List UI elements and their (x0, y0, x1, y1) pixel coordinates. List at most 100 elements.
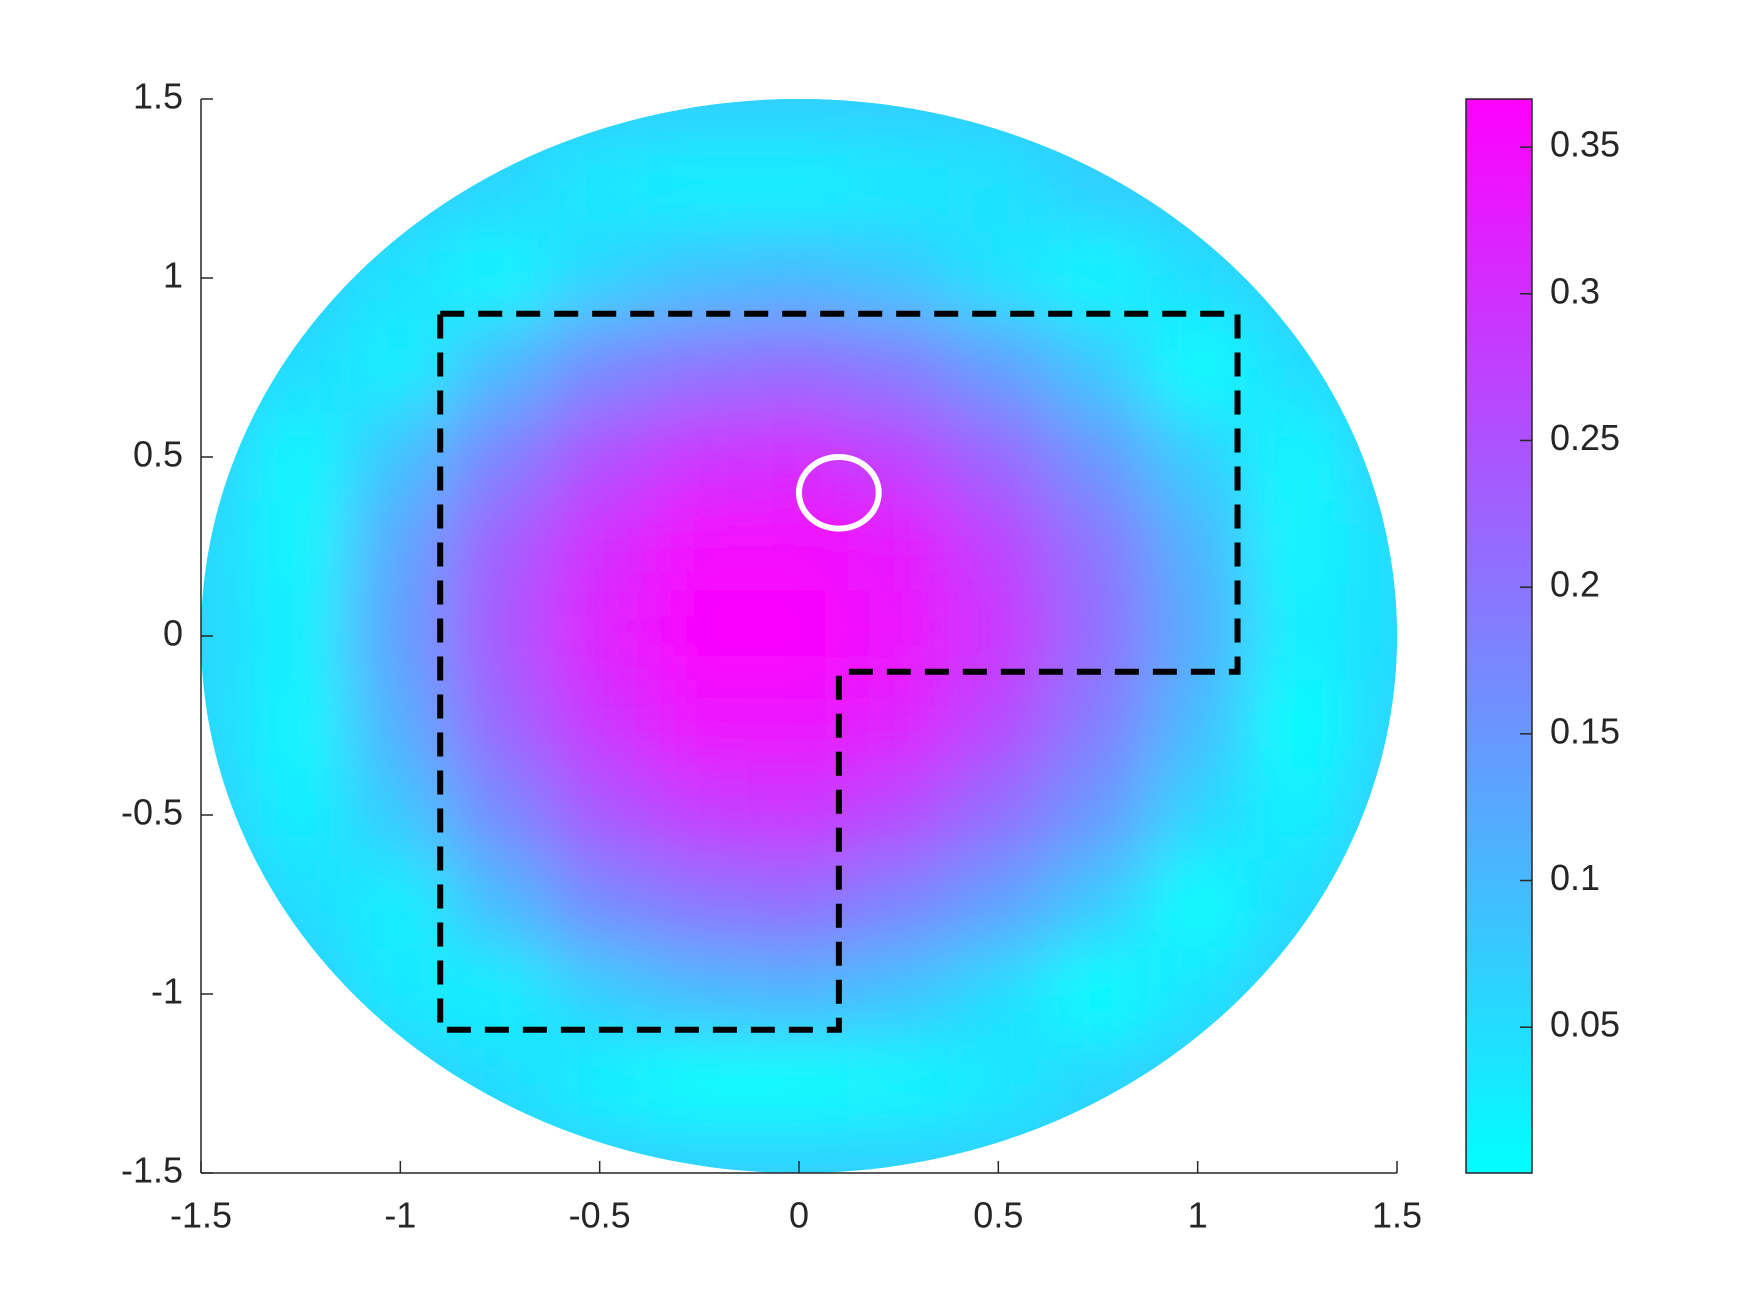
heat-cell (1246, 679, 1349, 772)
heat-cell (548, 858, 651, 951)
heat-cell (1346, 590, 1397, 682)
heat-cell (748, 1037, 850, 1130)
heat-cell (1246, 948, 1349, 1040)
heat-cell (548, 142, 651, 235)
heat-cell (847, 679, 950, 772)
heat-cell (847, 858, 950, 951)
y-tick-label: 0.5 (133, 434, 183, 475)
heat-cell (548, 99, 651, 145)
marker-ring (796, 454, 882, 532)
heat-cell (1047, 500, 1149, 593)
heat-cell (349, 232, 452, 324)
heat-cell (947, 948, 1050, 1040)
y-tick-label: 0 (163, 613, 183, 654)
heat-cell (1146, 948, 1249, 1040)
heat-cell (349, 948, 452, 1040)
heat-cell (548, 232, 651, 324)
heat-cell (648, 321, 751, 414)
heat-cell (847, 948, 950, 1040)
heat-cell (748, 232, 850, 324)
heat-cell (648, 679, 751, 772)
heat-cell (349, 142, 452, 235)
heat-cell (748, 948, 850, 1040)
heat-cell (349, 679, 452, 772)
heat-cell (1346, 679, 1397, 772)
heat-cell (1047, 142, 1149, 235)
heat-cell (449, 769, 551, 861)
colorbar (1465, 98, 1533, 1174)
heat-cell (249, 411, 352, 503)
heat-cell (947, 590, 1050, 682)
heat-cell (748, 679, 850, 772)
heat-cell (548, 500, 651, 593)
x-tick-label: -1 (384, 1195, 416, 1236)
heat-cell (449, 411, 551, 503)
heat-cell (349, 321, 452, 414)
heat-cell (548, 321, 651, 414)
x-tick-label: -1.5 (170, 1195, 232, 1236)
heat-cell (249, 769, 352, 861)
heat-cell (1346, 858, 1397, 951)
y-tick-label: -1 (151, 971, 183, 1012)
field (201, 99, 1397, 1173)
heat-cell (249, 679, 352, 772)
heat-cell (1246, 411, 1349, 503)
heat-cell (648, 500, 751, 593)
heat-cell (1146, 769, 1249, 861)
heat-cell (1146, 500, 1249, 593)
heat-cell (947, 321, 1050, 414)
heat-cell (947, 500, 1050, 593)
heat-cell (249, 232, 352, 324)
heat-cell (847, 99, 950, 145)
heat-cell (1246, 769, 1349, 861)
heat-cell (847, 411, 950, 503)
heat-cell (249, 948, 352, 1040)
heat-cell (648, 411, 751, 503)
heat-cell (249, 321, 352, 414)
heat-cell (1146, 411, 1249, 503)
heat-cell (1047, 232, 1149, 324)
heat-cell (548, 769, 651, 861)
heat-cell (1047, 858, 1149, 951)
heat-cell (548, 679, 651, 772)
heat-cell (648, 590, 751, 682)
heat-cell (1146, 1037, 1249, 1130)
heat-cell (449, 1037, 551, 1130)
y-tick-label: 1.5 (133, 76, 183, 117)
heat-cell (548, 411, 651, 503)
x-tick-label: 0.5 (973, 1195, 1023, 1236)
heat-cell (947, 232, 1050, 324)
heat-cell (947, 1037, 1050, 1130)
heat-cell (748, 500, 850, 593)
heat-cell (449, 232, 551, 324)
field-clip (201, 99, 1397, 1173)
heat-cell (1346, 321, 1397, 414)
heat-cell (1246, 858, 1349, 951)
heat-cell (548, 1037, 651, 1130)
heat-cell (1047, 679, 1149, 772)
heat-cell (1047, 769, 1149, 861)
heat-cell (947, 99, 1050, 145)
overlay (437, 310, 1241, 1033)
y-tick-label: -0.5 (121, 792, 183, 833)
heat-cell (449, 679, 551, 772)
heat-cell (748, 99, 850, 145)
heat-cell (449, 321, 551, 414)
colorbar-tick-label: 0.3 (1550, 270, 1600, 311)
heat-cell (847, 142, 950, 235)
heat-cell (1246, 500, 1349, 593)
heat-cell (847, 769, 950, 861)
y-tick-label: 1 (163, 255, 183, 296)
heat-cell (748, 321, 850, 414)
x-tick-label: -0.5 (569, 1195, 631, 1236)
x-tick-label: 1.5 (1372, 1195, 1422, 1236)
heat-cell (1047, 590, 1149, 682)
heat-cell (748, 590, 850, 682)
heat-cell (947, 142, 1050, 235)
heat-cell (847, 500, 950, 593)
x-tick-label: 0 (789, 1195, 809, 1236)
heat-cell (947, 411, 1050, 503)
heat-cell (1146, 590, 1249, 682)
heat-cell (1246, 232, 1349, 324)
